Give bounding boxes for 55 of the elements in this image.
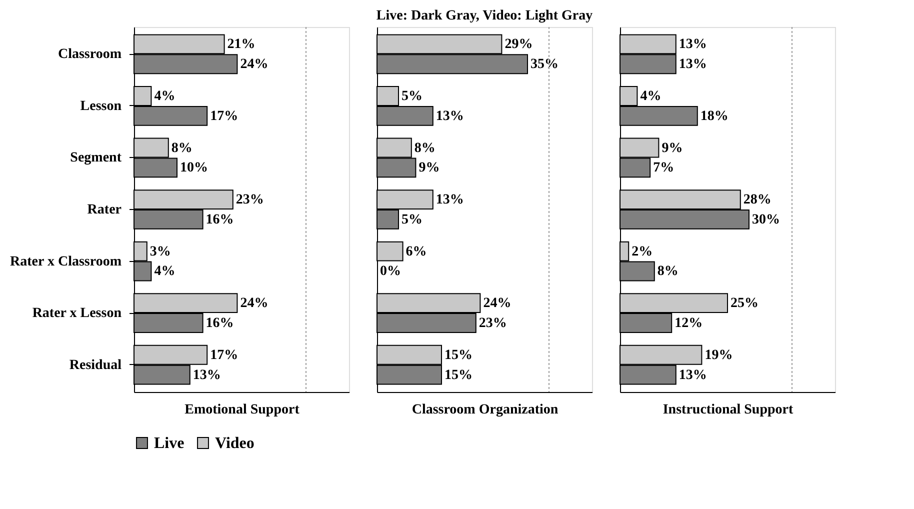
- data-label: 30%: [752, 212, 780, 228]
- data-label: 35%: [530, 57, 558, 72]
- data-label: 23%: [236, 192, 264, 208]
- data-label: 16%: [206, 212, 234, 228]
- data-label: 25%: [730, 296, 758, 312]
- chart-title: Live: Dark Gray, Video: Light Gray: [376, 8, 593, 24]
- legend-label: Video: [215, 435, 254, 452]
- data-label: 13%: [436, 192, 464, 208]
- data-label: 13%: [192, 368, 221, 383]
- y-tick-label: Lesson: [80, 98, 122, 114]
- data-label: 16%: [206, 316, 234, 331]
- data-label: 19%: [704, 348, 733, 363]
- data-label: 4%: [154, 264, 176, 280]
- data-label: 15%: [444, 348, 472, 363]
- y-tick-label: Rater x Classroom: [10, 254, 122, 270]
- data-label: 13%: [678, 57, 707, 72]
- y-tick-label: Residual: [69, 358, 122, 373]
- data-label: 6%: [406, 244, 427, 260]
- data-label: 24%: [240, 296, 268, 312]
- data-label: 4%: [154, 89, 176, 104]
- data-label: 21%: [227, 37, 256, 52]
- data-label: 4%: [640, 89, 662, 104]
- data-label: 2%: [632, 244, 653, 260]
- legend-label: Live: [154, 435, 184, 452]
- data-label: 24%: [483, 296, 512, 312]
- data-label: 28%: [743, 192, 772, 208]
- data-label: 12%: [674, 316, 703, 331]
- data-label: 18%: [700, 108, 728, 124]
- data-label: 23%: [478, 316, 507, 331]
- data-label: 8%: [657, 264, 678, 280]
- data-label: 9%: [418, 160, 440, 176]
- y-tick-label: Rater: [87, 202, 122, 218]
- x-axis-title: Emotional Support: [184, 402, 300, 418]
- y-tick-label: Rater x Lesson: [32, 306, 122, 322]
- data-label: 29%: [504, 37, 533, 52]
- data-label: 17%: [210, 108, 238, 124]
- data-label: 17%: [210, 348, 238, 363]
- x-axis-title: Instructional Support: [662, 402, 794, 418]
- data-label: 13%: [678, 37, 707, 52]
- y-tick-label: Segment: [70, 150, 122, 166]
- data-label: 7%: [653, 160, 674, 176]
- data-label: 10%: [180, 160, 208, 176]
- y-tick-label: Classroom: [58, 47, 122, 62]
- x-axis-title: Classroom Organization: [412, 402, 558, 418]
- data-label: 13%: [436, 108, 464, 124]
- data-label: 3%: [150, 244, 171, 260]
- data-label: 9%: [662, 140, 683, 156]
- data-label: 15%: [444, 368, 472, 383]
- data-label: 8%: [414, 140, 436, 156]
- data-label: 13%: [678, 368, 707, 383]
- data-label: 24%: [240, 57, 268, 72]
- data-label: 5%: [402, 212, 422, 228]
- data-label: 5%: [402, 89, 422, 104]
- data-label: 8%: [171, 140, 192, 156]
- data-label: 0%: [380, 264, 401, 280]
